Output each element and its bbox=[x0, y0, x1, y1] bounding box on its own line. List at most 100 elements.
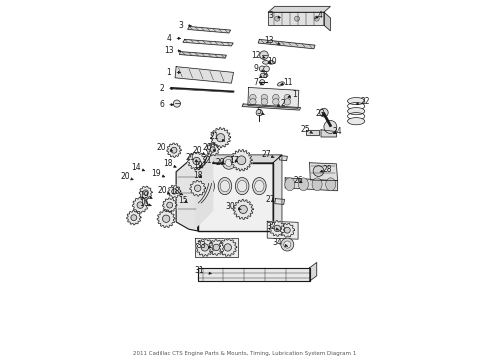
Polygon shape bbox=[324, 12, 330, 31]
Circle shape bbox=[274, 225, 280, 231]
Circle shape bbox=[224, 244, 231, 251]
Polygon shape bbox=[273, 155, 282, 231]
Circle shape bbox=[131, 215, 137, 221]
Text: 4: 4 bbox=[167, 34, 180, 43]
Text: 11: 11 bbox=[280, 78, 293, 87]
Ellipse shape bbox=[347, 98, 365, 105]
Circle shape bbox=[260, 51, 269, 59]
Polygon shape bbox=[176, 161, 197, 231]
Circle shape bbox=[284, 227, 290, 233]
Polygon shape bbox=[270, 221, 285, 236]
Polygon shape bbox=[231, 149, 252, 171]
Circle shape bbox=[172, 189, 177, 194]
Text: 20: 20 bbox=[193, 146, 205, 155]
Polygon shape bbox=[242, 104, 300, 110]
Text: 20: 20 bbox=[120, 172, 133, 181]
Circle shape bbox=[284, 241, 291, 248]
Circle shape bbox=[272, 94, 279, 101]
Polygon shape bbox=[267, 221, 298, 239]
Polygon shape bbox=[248, 87, 299, 108]
Ellipse shape bbox=[285, 178, 295, 191]
Polygon shape bbox=[175, 67, 234, 83]
Ellipse shape bbox=[220, 180, 230, 192]
Text: 20: 20 bbox=[157, 143, 172, 152]
Polygon shape bbox=[285, 178, 338, 191]
Polygon shape bbox=[275, 199, 285, 204]
Ellipse shape bbox=[252, 177, 266, 195]
Circle shape bbox=[195, 185, 201, 192]
Circle shape bbox=[313, 166, 324, 176]
Circle shape bbox=[237, 156, 246, 165]
Circle shape bbox=[225, 159, 232, 166]
Ellipse shape bbox=[260, 73, 268, 77]
Text: 20: 20 bbox=[202, 143, 216, 152]
Text: 9: 9 bbox=[253, 64, 264, 73]
Text: 2: 2 bbox=[159, 84, 173, 93]
Text: 21: 21 bbox=[186, 153, 198, 162]
Polygon shape bbox=[139, 186, 152, 199]
Ellipse shape bbox=[298, 178, 309, 191]
Polygon shape bbox=[206, 143, 219, 156]
Polygon shape bbox=[179, 51, 226, 58]
Circle shape bbox=[173, 100, 180, 107]
Text: 21: 21 bbox=[202, 156, 215, 165]
Text: 2: 2 bbox=[277, 99, 285, 108]
Text: 27: 27 bbox=[262, 150, 274, 159]
Circle shape bbox=[261, 99, 268, 105]
Circle shape bbox=[239, 205, 247, 213]
Polygon shape bbox=[183, 40, 233, 46]
Circle shape bbox=[217, 134, 225, 142]
Circle shape bbox=[275, 16, 280, 21]
Polygon shape bbox=[233, 199, 253, 220]
Polygon shape bbox=[280, 223, 294, 237]
Polygon shape bbox=[306, 130, 318, 135]
Polygon shape bbox=[157, 210, 175, 228]
Polygon shape bbox=[190, 180, 205, 196]
Circle shape bbox=[250, 99, 256, 105]
Ellipse shape bbox=[347, 118, 365, 125]
Ellipse shape bbox=[201, 177, 215, 195]
Ellipse shape bbox=[263, 60, 269, 64]
Text: 29: 29 bbox=[216, 158, 225, 167]
Polygon shape bbox=[195, 238, 238, 257]
Circle shape bbox=[256, 109, 263, 116]
Circle shape bbox=[314, 16, 319, 21]
Text: 17: 17 bbox=[229, 156, 238, 165]
Text: 15: 15 bbox=[178, 196, 188, 205]
Text: 22: 22 bbox=[356, 96, 370, 105]
Polygon shape bbox=[211, 128, 231, 148]
Text: 33: 33 bbox=[196, 241, 212, 250]
Circle shape bbox=[167, 202, 172, 208]
Ellipse shape bbox=[277, 82, 284, 86]
Circle shape bbox=[319, 108, 328, 117]
Polygon shape bbox=[269, 12, 324, 25]
Ellipse shape bbox=[255, 180, 264, 192]
Polygon shape bbox=[126, 211, 141, 225]
Polygon shape bbox=[167, 143, 181, 157]
Circle shape bbox=[250, 94, 256, 101]
Circle shape bbox=[210, 147, 216, 152]
Polygon shape bbox=[269, 6, 330, 12]
Text: 8: 8 bbox=[259, 71, 267, 80]
Ellipse shape bbox=[347, 108, 365, 115]
Text: 10: 10 bbox=[267, 57, 277, 66]
Polygon shape bbox=[219, 239, 237, 256]
Text: 12: 12 bbox=[251, 51, 265, 60]
Text: 32: 32 bbox=[266, 222, 278, 231]
Polygon shape bbox=[132, 197, 148, 213]
Circle shape bbox=[260, 80, 265, 85]
Polygon shape bbox=[188, 152, 205, 170]
Polygon shape bbox=[197, 155, 282, 163]
Polygon shape bbox=[188, 27, 231, 33]
Circle shape bbox=[162, 215, 170, 222]
Text: 13: 13 bbox=[265, 36, 280, 45]
Ellipse shape bbox=[238, 180, 247, 192]
Text: 3: 3 bbox=[269, 10, 280, 19]
Circle shape bbox=[281, 238, 294, 251]
Circle shape bbox=[284, 94, 291, 101]
Text: 18: 18 bbox=[163, 159, 176, 168]
Polygon shape bbox=[258, 40, 315, 49]
Text: 4: 4 bbox=[315, 10, 323, 19]
Circle shape bbox=[137, 202, 144, 208]
Text: 16: 16 bbox=[139, 199, 151, 208]
